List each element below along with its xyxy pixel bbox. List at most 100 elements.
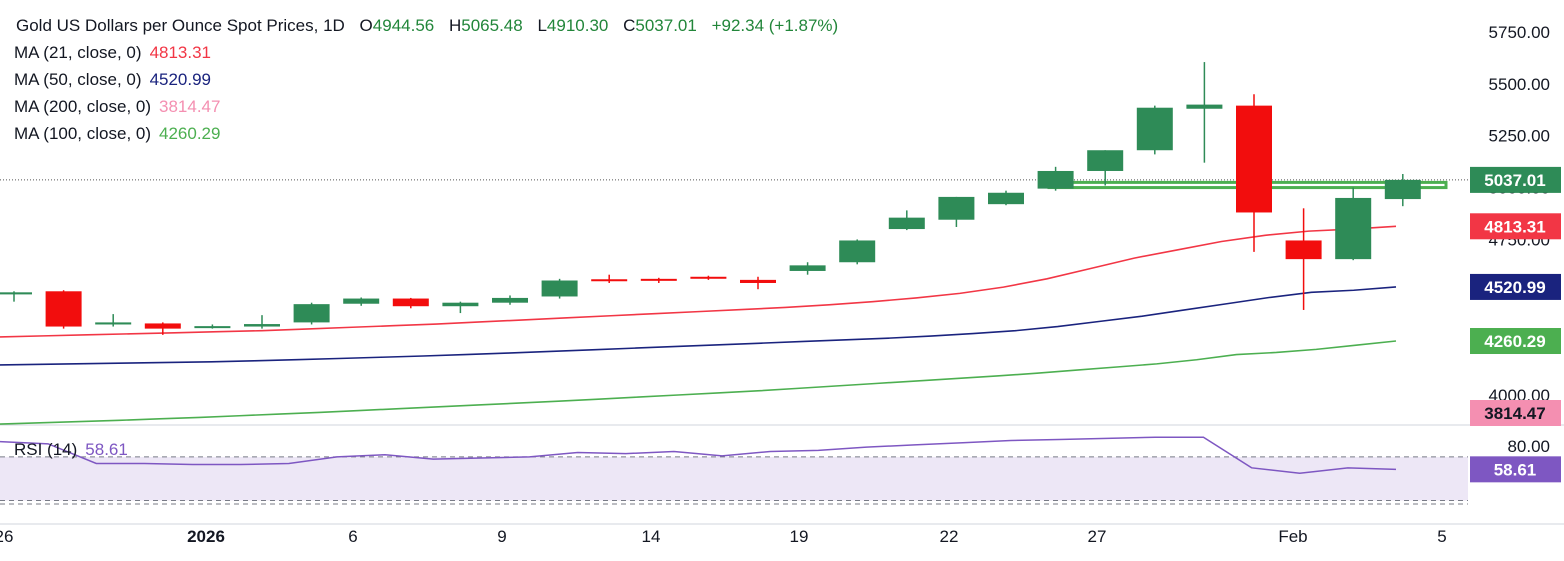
candle [1236,94,1272,252]
candle-body [194,326,231,329]
time-tick-label: Feb [1278,527,1307,546]
candle-body [541,280,578,297]
candle [95,314,132,327]
ma50-tag: 4520.99 [1470,273,1561,300]
candle [392,297,429,309]
low-label: L [537,16,547,35]
ma21-value: 4813.31 [149,43,212,62]
rsi-tag-text: 58.61 [1494,460,1537,479]
candle-body [988,192,1024,205]
candle-body [839,240,876,263]
candle [839,239,876,265]
candle [888,210,925,231]
candle [541,278,578,299]
time-tick-label: 14 [642,527,661,546]
candle-body [1384,179,1421,200]
candle-body [1236,105,1272,213]
rsi-tag: 58.61 [1470,456,1561,483]
last-price-tag-bg [1470,166,1561,193]
candle [690,275,727,280]
time-tick-label: 26 [0,527,13,546]
price-tick-label: 5250.00 [1489,127,1550,146]
low-value: 4910.30 [546,16,609,35]
candle-body [1136,107,1173,151]
candle-body [1335,197,1372,260]
candle [1037,166,1074,191]
candle [988,190,1024,206]
candle [45,290,82,329]
candle-body [343,298,380,304]
candle-body [1285,240,1322,260]
ohlc-row: Gold US Dollars per Ounce Spot Prices, 1… [14,12,838,39]
ma100-tag-bg [1470,328,1561,355]
candle [1186,62,1223,163]
candle [1285,208,1322,310]
ma21-legend: MA (21, close, 0) 4813.31 [14,39,838,66]
time-tick-label: 19 [790,527,809,546]
ma100-tag-text: 4260.29 [1484,332,1545,351]
candle-body [640,278,677,281]
candle [194,324,231,329]
ma50-tag-text: 4520.99 [1484,278,1545,297]
candle [1384,173,1421,207]
candle [938,196,975,227]
time-tick-label: 5 [1437,527,1446,546]
ma100-label: MA (100, close, 0) [14,124,152,143]
candle-body [690,276,727,279]
ma200-label: MA (200, close, 0) [14,97,152,116]
ma21-label: MA (21, close, 0) [14,43,142,62]
price-tick-label: 5500.00 [1489,75,1550,94]
rsi-label: RSI (14) [14,440,78,459]
ma200-tag-bg [1470,400,1561,426]
candle-body [144,323,181,329]
high-value: 5065.48 [461,16,523,35]
rsi-legend: RSI (14) 58.61 [14,440,128,460]
ma200-tag-text: 3814.47 [1484,404,1545,423]
ma21-tag-text: 4813.31 [1484,217,1545,236]
time-tick-label: 27 [1088,527,1107,546]
last-price-tag: 5037.01 [1470,166,1561,193]
candle [1335,187,1372,261]
ma50-legend: MA (50, close, 0) 4520.99 [14,66,838,93]
ma50-value: 4520.99 [149,70,212,89]
rsi-band [0,456,1468,501]
candle-body [888,217,925,230]
time-tick-label: 22 [940,527,959,546]
ma200-legend: MA (200, close, 0) 3814.47 [14,93,838,120]
open-value: 4944.56 [372,16,435,35]
candle-body [45,291,82,327]
ma200-value: 3814.47 [159,97,221,116]
price-tick-label: 5750.00 [1489,23,1550,42]
candle [740,276,776,290]
ma50-line [0,286,1397,366]
high-label: H [448,16,462,35]
rsi-line [0,436,1397,475]
candle [640,277,677,283]
close-value: 5037.01 [635,16,697,35]
ma21-tag-bg [1470,213,1561,240]
candle [293,302,330,325]
chart-title: Gold US Dollars per Ounce Spot Prices, 1… [16,16,345,35]
ma21-line [0,225,1397,338]
ma100-value: 4260.29 [159,124,221,143]
candle [591,274,628,283]
rsi-tag-bg [1470,456,1561,483]
candle [244,315,280,329]
close-label: C [623,16,636,35]
candle [442,301,479,314]
candle-body [591,279,628,282]
ma21-tag: 4813.31 [1470,213,1561,240]
candle-body [789,265,826,271]
ma50-tag-bg [1470,273,1561,300]
ma50-label: MA (50, close, 0) [14,70,142,89]
rsi-value: 58.61 [85,440,128,459]
ma200-tag: 3814.47 [1470,400,1561,426]
open-label: O [359,16,373,35]
candle [144,322,181,335]
candle-body [293,304,330,323]
candle-body [1037,170,1074,189]
ma100-legend: MA (100, close, 0) 4260.29 [14,120,838,147]
candle-body [95,322,132,325]
